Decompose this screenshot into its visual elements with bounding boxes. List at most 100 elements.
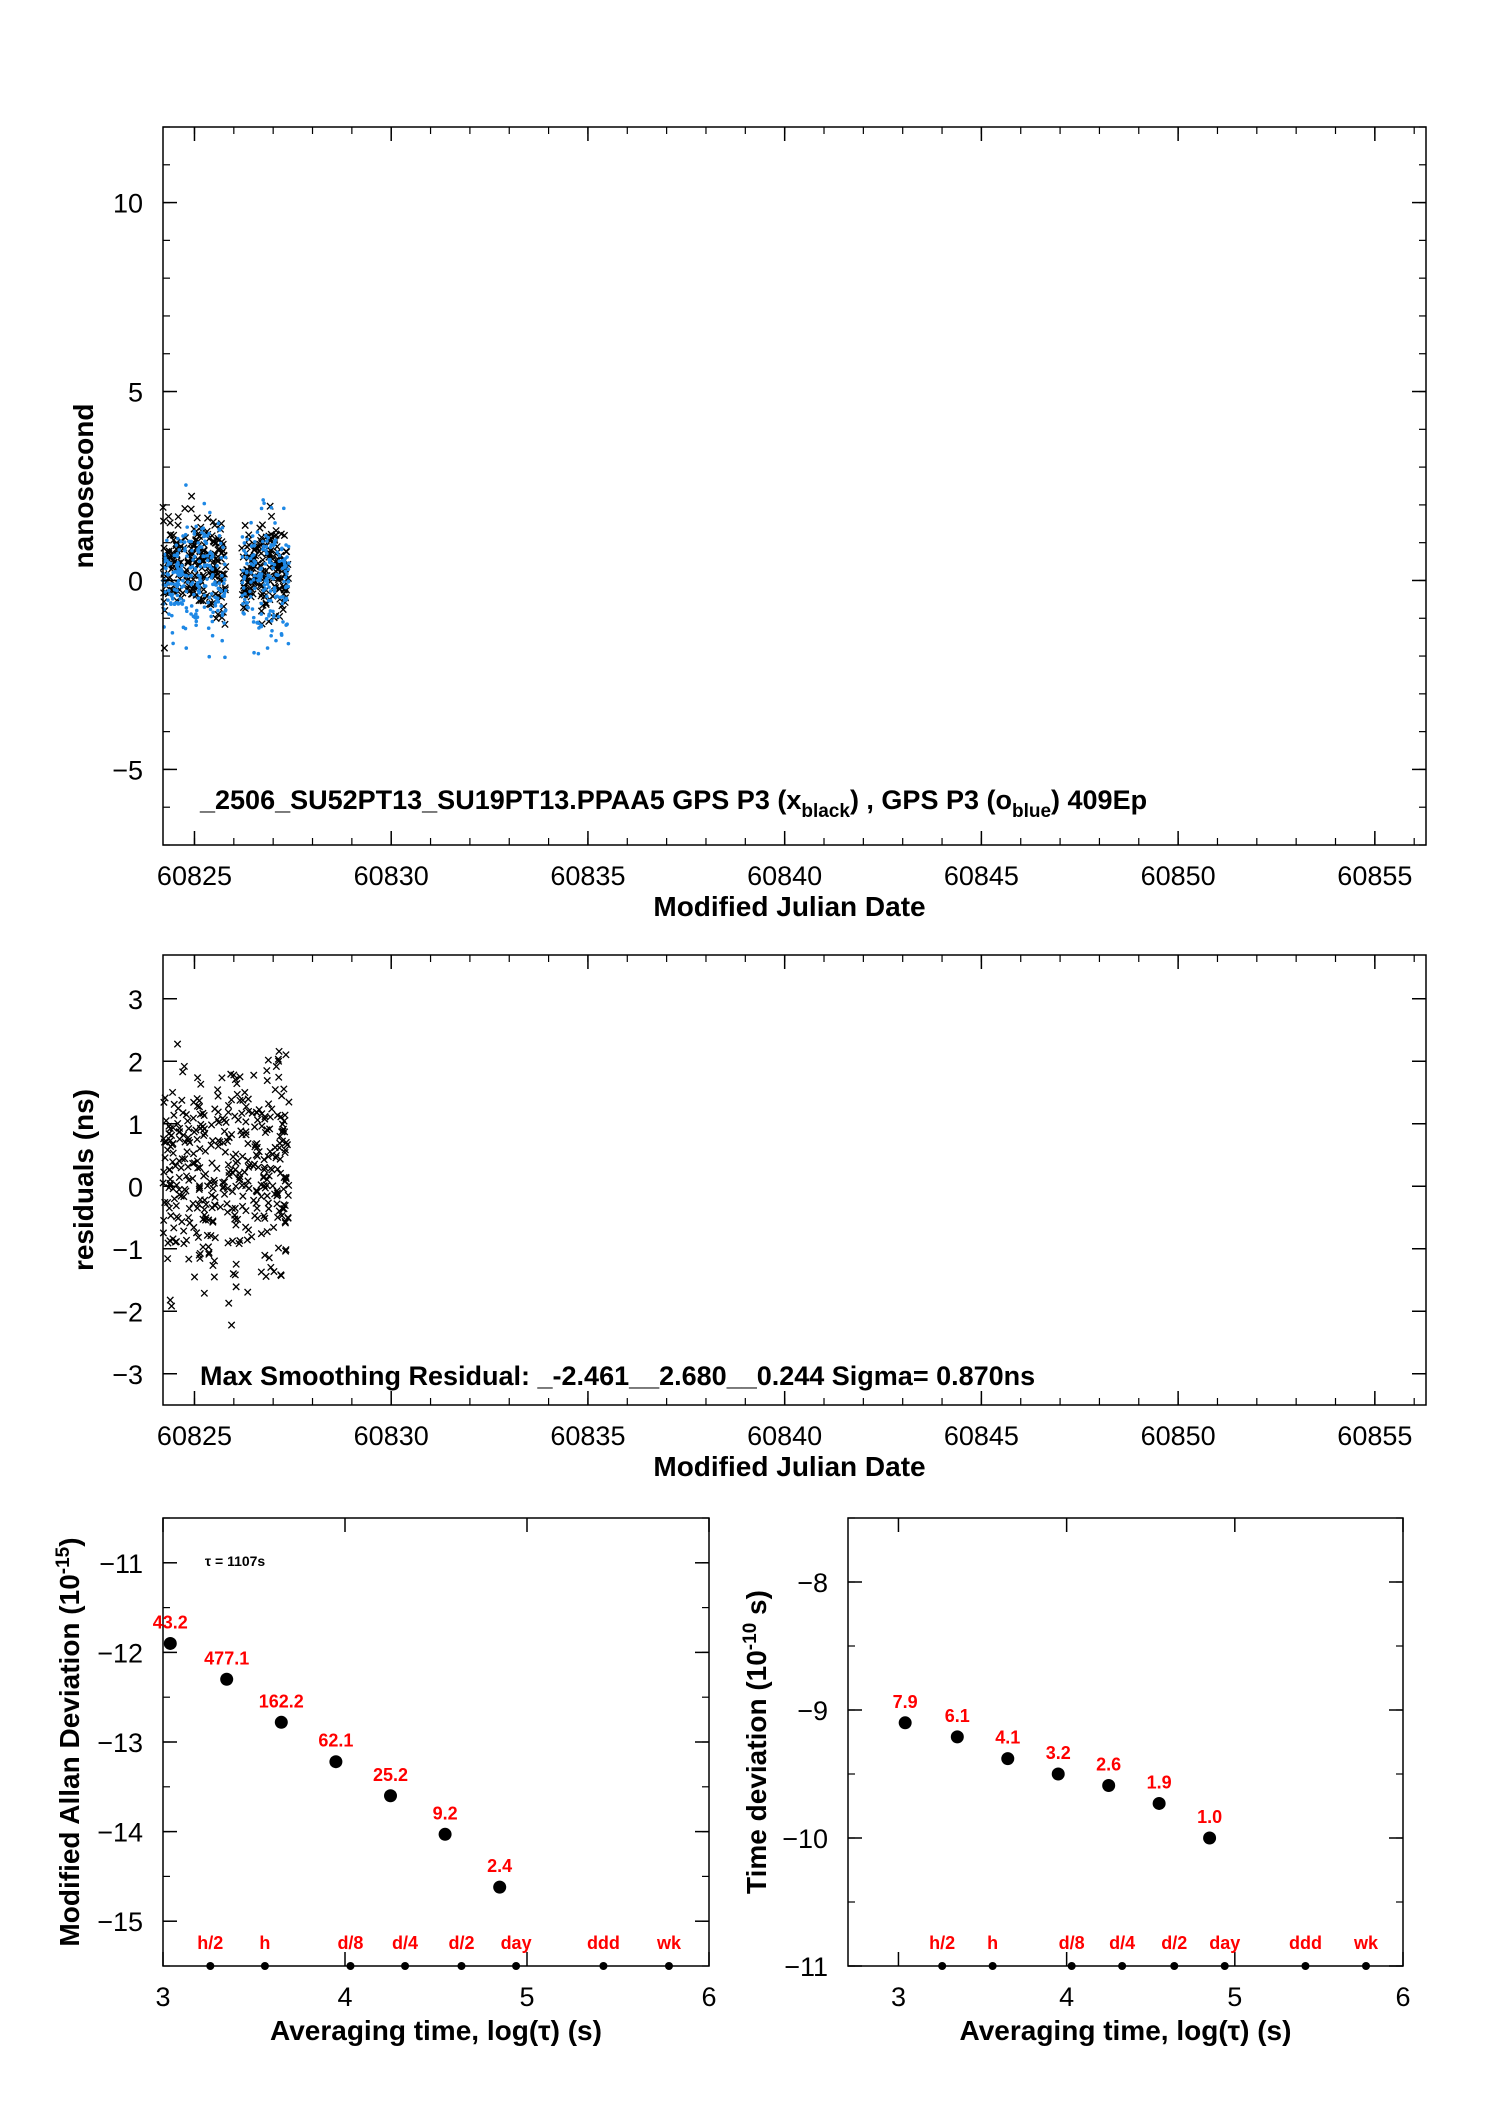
data-point-blue: [286, 580, 291, 584]
plot-frame-middle: [162, 954, 1427, 1406]
data-point-blue: [176, 582, 181, 587]
data-point-blue: [249, 520, 253, 525]
data-point-x: [185, 1204, 194, 1213]
middle-xtick-label: 60850: [1141, 1421, 1216, 1451]
data-point-blue: [248, 589, 252, 594]
data-point-blue: [284, 564, 288, 568]
data-point-blue: [263, 579, 268, 583]
data-point-blue: [265, 551, 269, 556]
data-point-blue: [255, 620, 260, 625]
data-point-blue: [202, 605, 207, 609]
data-point-blue: [193, 567, 198, 571]
data-point-x: [171, 1162, 180, 1170]
data-point-x: [207, 1191, 216, 1199]
data-point-x: [264, 1100, 273, 1108]
data-point-x: [165, 1166, 174, 1174]
data-point-x: [178, 1096, 186, 1104]
bottom-left-xtick-label: 4: [337, 1982, 352, 2012]
data-point-x: [234, 1116, 242, 1124]
data-point-blue: [251, 615, 256, 620]
data-point-x: [197, 1080, 205, 1088]
data-point-x: [273, 1200, 281, 1208]
interval-marker-label: h: [987, 1933, 998, 1953]
data-point-blue: [194, 524, 198, 529]
data-point-x: [187, 505, 195, 513]
data-point-x: [263, 1181, 271, 1190]
data-point-blue: [169, 582, 174, 586]
data-point-blue: [248, 556, 253, 561]
data-point-x: [211, 1193, 219, 1201]
data-point-blue: [242, 576, 246, 581]
data-point-blue: [287, 561, 291, 565]
data-point-blue: [166, 581, 170, 585]
interval-marker: [988, 1962, 997, 1970]
deviation-point: [1001, 1752, 1015, 1766]
data-point-blue: [213, 580, 217, 584]
data-point-blue: [220, 611, 225, 615]
data-point-x: [212, 614, 220, 623]
data-point-blue: [222, 562, 227, 567]
data-point-blue: [215, 564, 219, 568]
data-point-x: [167, 531, 175, 539]
data-point-x: [229, 1270, 238, 1278]
data-point-x: [274, 1244, 283, 1252]
data-point-x: [249, 578, 257, 586]
data-point-x: [261, 1128, 270, 1137]
deviation-point: [1152, 1796, 1166, 1810]
data-point-x: [225, 1299, 233, 1307]
data-point-blue: [222, 621, 226, 625]
data-point-blue: [172, 601, 177, 606]
data-point-x: [207, 1141, 215, 1149]
data-point-x: [280, 1201, 288, 1209]
data-point-x: [275, 565, 283, 573]
data-point-x: [194, 1233, 203, 1242]
y-axis-title: Modified Allan Deviation (10-15): [53, 1537, 85, 1946]
data-point-blue: [269, 633, 273, 638]
interval-marker-label: ddd: [1289, 1933, 1322, 1953]
data-point-x: [245, 1161, 254, 1169]
data-point-blue: [217, 581, 222, 585]
data-point-blue: [240, 593, 245, 598]
bottom-left-xtick-label: 5: [519, 1982, 534, 2012]
data-point-x: [282, 1051, 290, 1059]
data-point-blue: [243, 592, 247, 596]
data-point-blue: [193, 615, 197, 620]
data-point-blue: [259, 506, 264, 511]
top-xtick-label: 60840: [747, 861, 822, 891]
data-point-x: [213, 1115, 222, 1124]
data-point-blue: [272, 613, 276, 618]
data-point-x: [280, 1085, 288, 1093]
data-point-x: [160, 544, 168, 552]
data-point-blue: [208, 551, 212, 556]
interval-marker-label: wk: [656, 1933, 682, 1953]
data-point-x: [268, 1105, 276, 1113]
data-point-blue: [208, 607, 213, 612]
data-point-x: [174, 1119, 182, 1128]
data-point-blue: [185, 525, 189, 529]
data-point-x: [247, 1233, 256, 1241]
data-point-blue: [282, 598, 287, 603]
plot-frame-bottom-right: [847, 1517, 1404, 1967]
data-point-x: [273, 1165, 282, 1173]
data-point-x: [209, 1217, 217, 1225]
data-point-x: [269, 1182, 277, 1190]
data-point-x: [248, 1109, 256, 1117]
data-point-x: [183, 1117, 192, 1125]
bottom-left-ytick-label: −14: [97, 1818, 143, 1848]
data-point-blue: [183, 626, 188, 631]
data-point-blue: [167, 612, 171, 616]
bottom-right-ytick-label: −9: [797, 1696, 828, 1726]
data-point-blue: [264, 548, 268, 553]
data-point-x: [166, 1175, 174, 1183]
data-point-blue: [253, 586, 257, 591]
data-point-blue: [262, 501, 266, 506]
data-point-x: [239, 603, 248, 612]
data-point-x: [190, 1128, 198, 1136]
data-point-x: [284, 1191, 292, 1199]
top-ytick-label: 0: [128, 566, 143, 596]
data-point-blue: [218, 541, 223, 546]
data-point-blue: [190, 548, 194, 553]
data-point-blue: [272, 562, 277, 567]
data-point-blue: [255, 530, 260, 534]
interval-marker: [1362, 1962, 1370, 1970]
